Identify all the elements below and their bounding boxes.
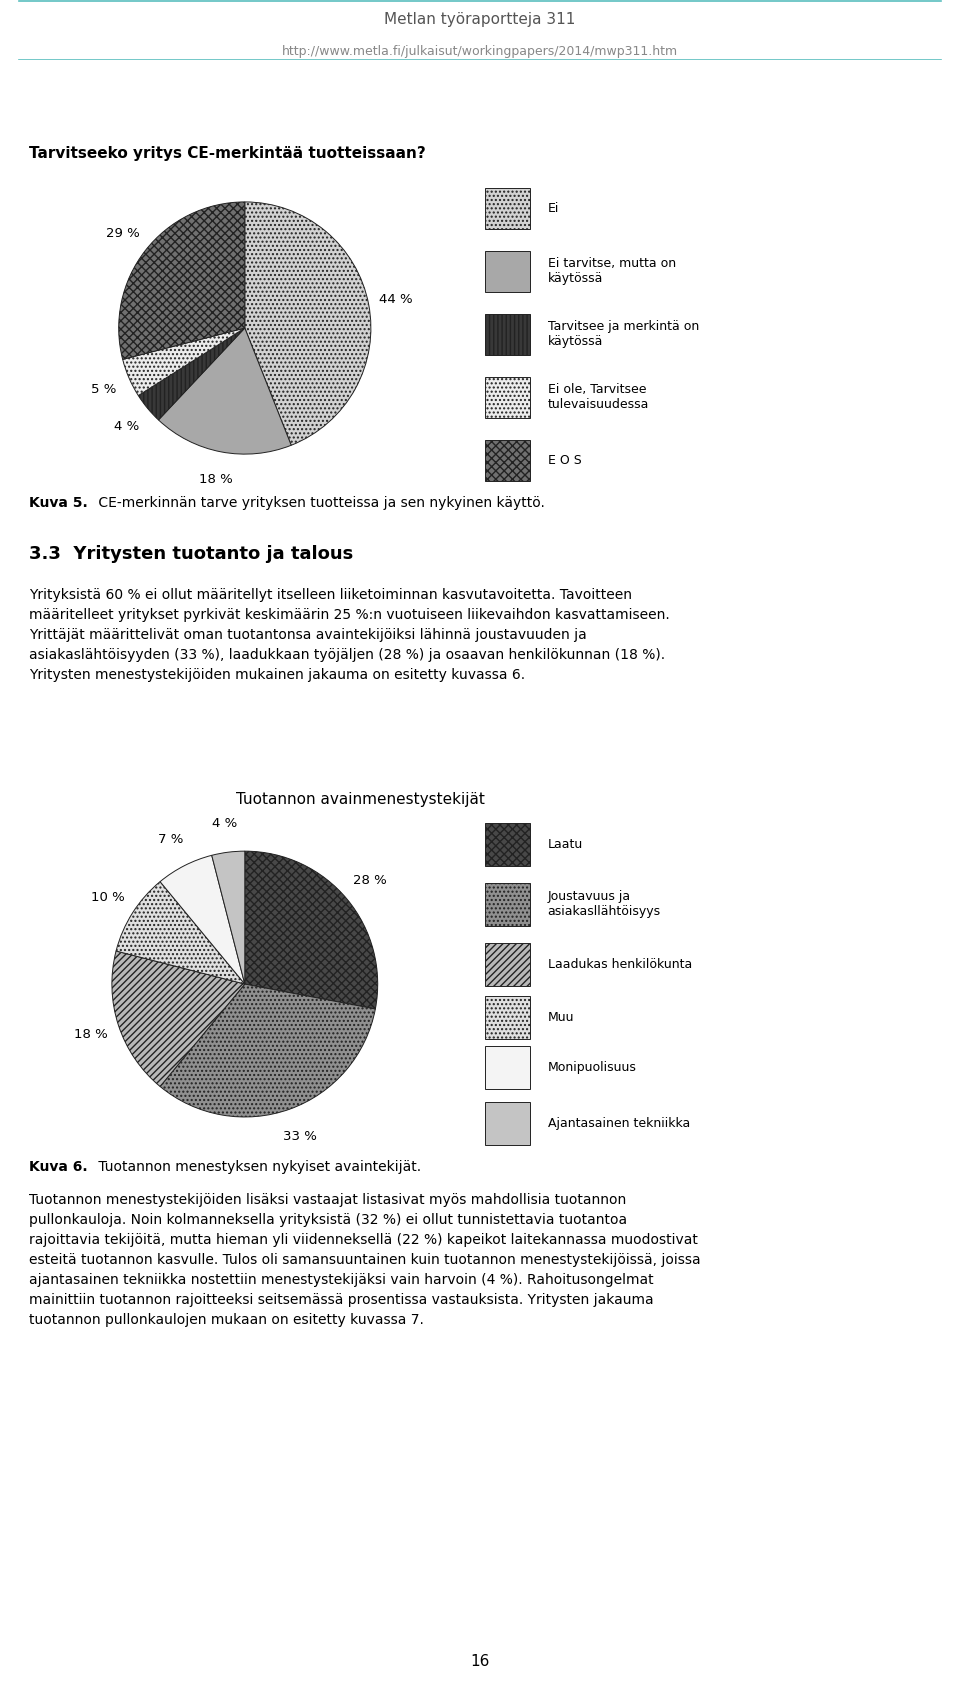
FancyBboxPatch shape [485,377,530,417]
Text: Ei: Ei [547,201,559,215]
Text: Tuotannon menestyksen nykyiset avaintekijät.: Tuotannon menestyksen nykyiset avainteki… [94,1160,420,1174]
Text: http://www.metla.fi/julkaisut/workingpapers/2014/mwp311.htm: http://www.metla.fi/julkaisut/workingpap… [282,44,678,58]
Text: Kuva 6.: Kuva 6. [29,1160,87,1174]
Text: Tarvitseeko yritys CE-merkintää tuotteissaan?: Tarvitseeko yritys CE-merkintää tuotteis… [29,147,425,160]
Text: Kuva 5.: Kuva 5. [29,496,87,509]
Text: Ei ole, Tarvitsee
tulevaisuudessa: Ei ole, Tarvitsee tulevaisuudessa [547,383,649,411]
Text: Tarvitsee ja merkintä on
käytössä: Tarvitsee ja merkintä on käytössä [547,320,699,348]
Wedge shape [245,850,377,1009]
Wedge shape [138,327,245,419]
Text: 7 %: 7 % [158,833,184,847]
Wedge shape [116,881,245,983]
Text: 4 %: 4 % [113,419,139,433]
Text: 3.3  Yritysten tuotanto ja talous: 3.3 Yritysten tuotanto ja talous [29,545,353,562]
Text: Muu: Muu [547,1010,574,1024]
FancyBboxPatch shape [485,883,530,925]
Text: 29 %: 29 % [107,227,140,240]
Wedge shape [112,951,245,1087]
Text: Tuotannon avainmenestystekijät: Tuotannon avainmenestystekijät [235,792,485,806]
Text: 16: 16 [470,1655,490,1668]
Wedge shape [158,327,291,453]
Text: 5 %: 5 % [91,383,116,395]
FancyBboxPatch shape [485,250,530,291]
Text: 10 %: 10 % [91,891,125,903]
Text: 44 %: 44 % [379,293,413,305]
Text: CE-merkinnän tarve yrityksen tuotteissa ja sen nykyinen käyttö.: CE-merkinnän tarve yrityksen tuotteissa … [94,496,544,509]
FancyBboxPatch shape [485,314,530,354]
Wedge shape [123,327,245,395]
Text: Monipuolisuus: Monipuolisuus [547,1060,636,1074]
FancyBboxPatch shape [485,995,530,1039]
Wedge shape [212,850,245,983]
Wedge shape [160,983,375,1116]
Text: 33 %: 33 % [283,1130,317,1143]
Text: Ajantasainen tekniikka: Ajantasainen tekniikka [547,1118,690,1130]
Wedge shape [245,201,371,445]
Text: Laadukas henkilökunta: Laadukas henkilökunta [547,958,692,971]
FancyBboxPatch shape [485,1046,530,1089]
FancyBboxPatch shape [485,440,530,481]
Text: Ei tarvitse, mutta on
käytössä: Ei tarvitse, mutta on käytössä [547,257,676,285]
Text: Joustavuus ja
asiakasllähtöisyys: Joustavuus ja asiakasllähtöisyys [547,889,660,918]
Text: Metlan työraportteja 311: Metlan työraportteja 311 [384,12,576,27]
Text: Yrityksistä 60 % ei ollut määritellyt itselleen liiketoiminnan kasvutavoitetta. : Yrityksistä 60 % ei ollut määritellyt it… [29,588,669,682]
Text: E O S: E O S [547,453,582,467]
FancyBboxPatch shape [485,187,530,228]
Text: Laatu: Laatu [547,838,583,850]
FancyBboxPatch shape [485,823,530,866]
FancyBboxPatch shape [485,942,530,985]
FancyBboxPatch shape [485,1102,530,1145]
Wedge shape [160,855,245,983]
Text: Tuotannon menestystekijöiden lisäksi vastaajat listasivat myös mahdollisia tuota: Tuotannon menestystekijöiden lisäksi vas… [29,1193,701,1327]
Text: 28 %: 28 % [353,874,387,888]
Wedge shape [119,201,245,360]
Text: 4 %: 4 % [212,816,237,830]
Text: 18 %: 18 % [199,472,233,486]
Text: 18 %: 18 % [74,1028,108,1041]
